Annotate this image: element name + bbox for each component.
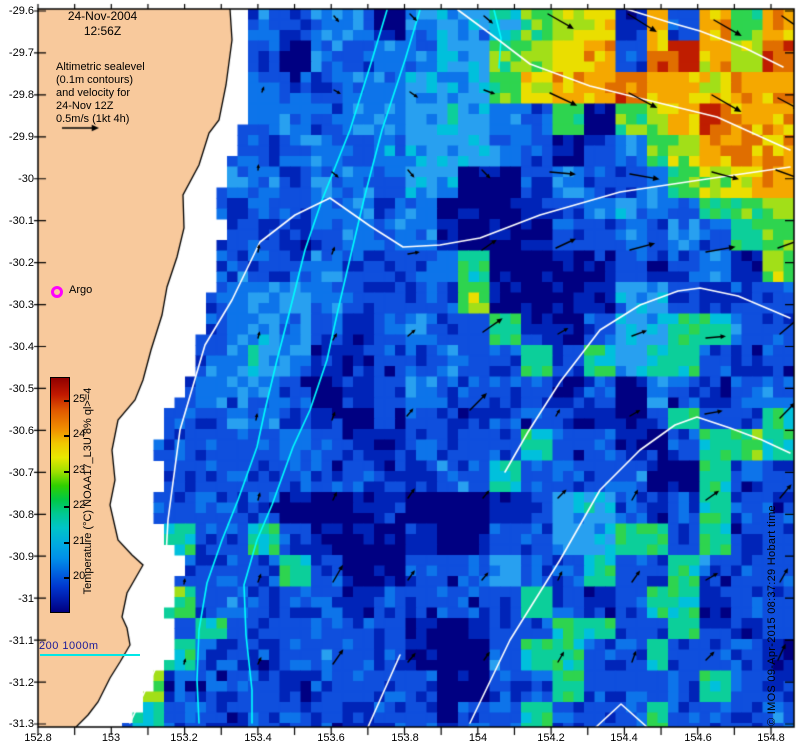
y-axis-label: -30.5 <box>8 383 34 395</box>
x-axis-label: 154.8 <box>757 732 785 744</box>
y-axis-label: -31.2 <box>8 677 34 689</box>
x-axis-label: 154 <box>468 732 488 744</box>
y-axis-label: -31.3 <box>8 718 34 730</box>
legend-line: 24-Nov 12Z <box>56 100 114 112</box>
y-axis-label: -30.2 <box>8 257 34 269</box>
x-axis-label: 152.8 <box>24 732 52 744</box>
colorbar-tick <box>64 435 70 437</box>
y-axis-label: -31 <box>18 593 34 605</box>
y-axis-label: -30 <box>18 173 34 185</box>
colorbar-tick-label: 23 <box>73 464 86 476</box>
y-axis-label: -30.9 <box>8 551 34 563</box>
y-axis-label: -29.7 <box>8 47 34 59</box>
legend-line: 0.5m/s (1kt 4h) <box>56 113 130 125</box>
imos-credit: © IMOS 09-Apr-2015 08:37:29 Hobart time <box>766 505 778 726</box>
x-axis-label: 153 <box>101 732 121 744</box>
map-time: 12:56Z <box>83 24 122 38</box>
colorbar-tick <box>64 506 70 508</box>
colorbar-tick <box>64 542 70 544</box>
y-axis-label: -30.3 <box>8 299 34 311</box>
bathymetry-scale-label: 200 1000m <box>39 640 99 652</box>
temperature-colorbar <box>50 377 70 613</box>
legend-line: and velocity for <box>56 87 130 99</box>
legend-text-block: Altimetric sealevel (0.1m contours) and … <box>56 61 145 126</box>
x-axis-label: 154.2 <box>537 732 565 744</box>
y-axis-label: -31.1 <box>8 635 34 647</box>
argo-float-icon <box>51 286 63 298</box>
y-axis-label: -29.9 <box>8 131 34 143</box>
y-axis-label: -30.8 <box>8 509 34 521</box>
colorbar-tick <box>64 400 70 402</box>
colorbar-tick-label: 20 <box>73 570 86 582</box>
date-block: 24-Nov-2004 12:56Z <box>45 9 160 39</box>
x-axis-label: 153.6 <box>317 732 345 744</box>
x-axis-label: 153.8 <box>391 732 419 744</box>
x-axis-label: 153.2 <box>170 732 198 744</box>
x-axis-label: 153.4 <box>244 732 272 744</box>
y-axis-label: -30.1 <box>8 215 34 227</box>
y-axis-label: -30.6 <box>8 425 34 437</box>
y-axis-label: -29.6 <box>8 5 34 17</box>
colorbar-tick-label: 25 <box>73 393 86 405</box>
legend-line: (0.1m contours) <box>56 74 134 86</box>
colorbar-tick-label: 24 <box>73 428 86 440</box>
colorbar-tick-label: 22 <box>73 499 86 511</box>
colorbar-tick <box>64 577 70 579</box>
colorbar-tick <box>64 471 70 473</box>
y-axis-label: -30.7 <box>8 467 34 479</box>
legend-line: Altimetric sealevel <box>56 61 145 73</box>
y-axis-label: -30.4 <box>8 341 34 353</box>
colorbar-title: Temperature (°C) NOAA17_L3U 8% ql>=4 <box>82 387 94 595</box>
y-axis-label: -29.8 <box>8 89 34 101</box>
argo-label: Argo <box>69 284 93 296</box>
x-axis-label: 154.6 <box>684 732 712 744</box>
x-axis-label: 154.4 <box>610 732 638 744</box>
colorbar-tick-label: 21 <box>73 535 86 547</box>
map-date: 24-Nov-2004 <box>67 9 138 23</box>
bathymetry-scale-line <box>40 654 140 656</box>
